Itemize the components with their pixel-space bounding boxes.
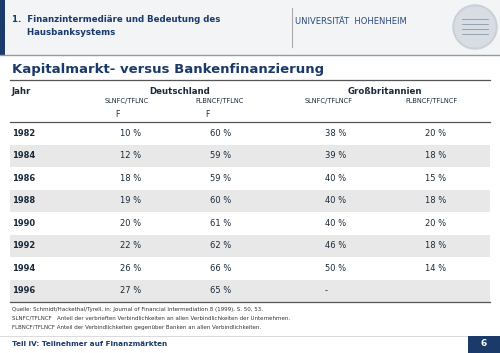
Text: 62 %: 62 % xyxy=(210,241,231,250)
Text: 18 %: 18 % xyxy=(425,151,446,160)
Text: 27 %: 27 % xyxy=(120,286,142,295)
Text: 20 %: 20 % xyxy=(425,219,446,228)
Text: 59 %: 59 % xyxy=(210,174,231,183)
Text: 46 %: 46 % xyxy=(325,241,346,250)
Text: 1982: 1982 xyxy=(12,129,35,138)
Text: Jahr: Jahr xyxy=(12,87,32,96)
Text: FLBNCF/TFLNC: FLBNCF/TFLNC xyxy=(195,98,244,104)
Text: 66 %: 66 % xyxy=(210,264,232,273)
Text: 12 %: 12 % xyxy=(120,151,141,160)
Text: 22 %: 22 % xyxy=(120,241,141,250)
Bar xyxy=(10,280,490,302)
Text: 18 %: 18 % xyxy=(425,196,446,205)
Text: Quelle: Schmidt/Hackethal/Tyrell, in: Journal of Financial Intermediation 8 (199: Quelle: Schmidt/Hackethal/Tyrell, in: Jo… xyxy=(12,307,263,312)
Text: Kapitalmarkt- versus Bankenfinanzierung: Kapitalmarkt- versus Bankenfinanzierung xyxy=(12,63,324,76)
Text: 59 %: 59 % xyxy=(210,151,231,160)
Text: 1994: 1994 xyxy=(12,264,35,273)
Text: 40 %: 40 % xyxy=(325,174,346,183)
Text: 10 %: 10 % xyxy=(120,129,141,138)
Text: SLNFC/TFLNCF: SLNFC/TFLNCF xyxy=(305,98,353,104)
Text: Teil IV: Teilnehmer auf Finanzmärkten: Teil IV: Teilnehmer auf Finanzmärkten xyxy=(12,341,167,347)
Text: 1.  Finanzintermediäre und Bedeutung des: 1. Finanzintermediäre und Bedeutung des xyxy=(12,15,220,24)
Text: Deutschland: Deutschland xyxy=(150,87,210,96)
Text: 1986: 1986 xyxy=(12,174,35,183)
Text: 19 %: 19 % xyxy=(120,196,141,205)
Circle shape xyxy=(455,7,495,47)
Bar xyxy=(10,234,490,257)
Text: F: F xyxy=(205,110,210,119)
Text: 60 %: 60 % xyxy=(210,196,231,205)
Text: F: F xyxy=(115,110,119,119)
Text: 1984: 1984 xyxy=(12,151,35,160)
Text: 1990: 1990 xyxy=(12,219,35,228)
Text: 40 %: 40 % xyxy=(325,196,346,205)
Text: 20 %: 20 % xyxy=(120,219,141,228)
Text: SLNFC/TFLNCF   Anteil der verbrieften Verbindlichkeiten an allen Verbindlichkeit: SLNFC/TFLNCF Anteil der verbrieften Verb… xyxy=(12,316,290,321)
Text: 15 %: 15 % xyxy=(425,174,446,183)
Text: 1996: 1996 xyxy=(12,286,35,295)
Bar xyxy=(468,336,500,353)
Text: -: - xyxy=(325,286,328,295)
Text: 1988: 1988 xyxy=(12,196,35,205)
Text: 40 %: 40 % xyxy=(325,219,346,228)
Text: 39 %: 39 % xyxy=(325,151,346,160)
Text: 6: 6 xyxy=(481,340,487,348)
Text: 61 %: 61 % xyxy=(210,219,231,228)
Text: UNIVERSITÄT  HOHENHEIM: UNIVERSITÄT HOHENHEIM xyxy=(295,18,407,26)
Text: 50 %: 50 % xyxy=(325,264,346,273)
Text: 60 %: 60 % xyxy=(210,129,231,138)
Text: 14 %: 14 % xyxy=(425,264,446,273)
Text: 18 %: 18 % xyxy=(120,174,142,183)
Bar xyxy=(10,190,490,212)
Text: 38 %: 38 % xyxy=(325,129,346,138)
Text: Hausbanksystems: Hausbanksystems xyxy=(12,28,115,37)
Text: 18 %: 18 % xyxy=(425,241,446,250)
Bar xyxy=(0,0,500,55)
Text: 65 %: 65 % xyxy=(210,286,231,295)
Bar xyxy=(10,144,490,167)
Text: SLNFC/TFLNC: SLNFC/TFLNC xyxy=(105,98,149,104)
Text: 26 %: 26 % xyxy=(120,264,142,273)
Bar xyxy=(0,0,5,55)
Circle shape xyxy=(453,5,497,49)
Text: 20 %: 20 % xyxy=(425,129,446,138)
Text: Großbritannien: Großbritannien xyxy=(348,87,422,96)
Text: FLBNCF/TFLNCF: FLBNCF/TFLNCF xyxy=(405,98,457,104)
Text: 1992: 1992 xyxy=(12,241,35,250)
Text: FLBNCF/TFLNCF Anteil der Verbindlichkeiten gegenüber Banken an allen Verbindlich: FLBNCF/TFLNCF Anteil der Verbindlichkeit… xyxy=(12,325,261,330)
